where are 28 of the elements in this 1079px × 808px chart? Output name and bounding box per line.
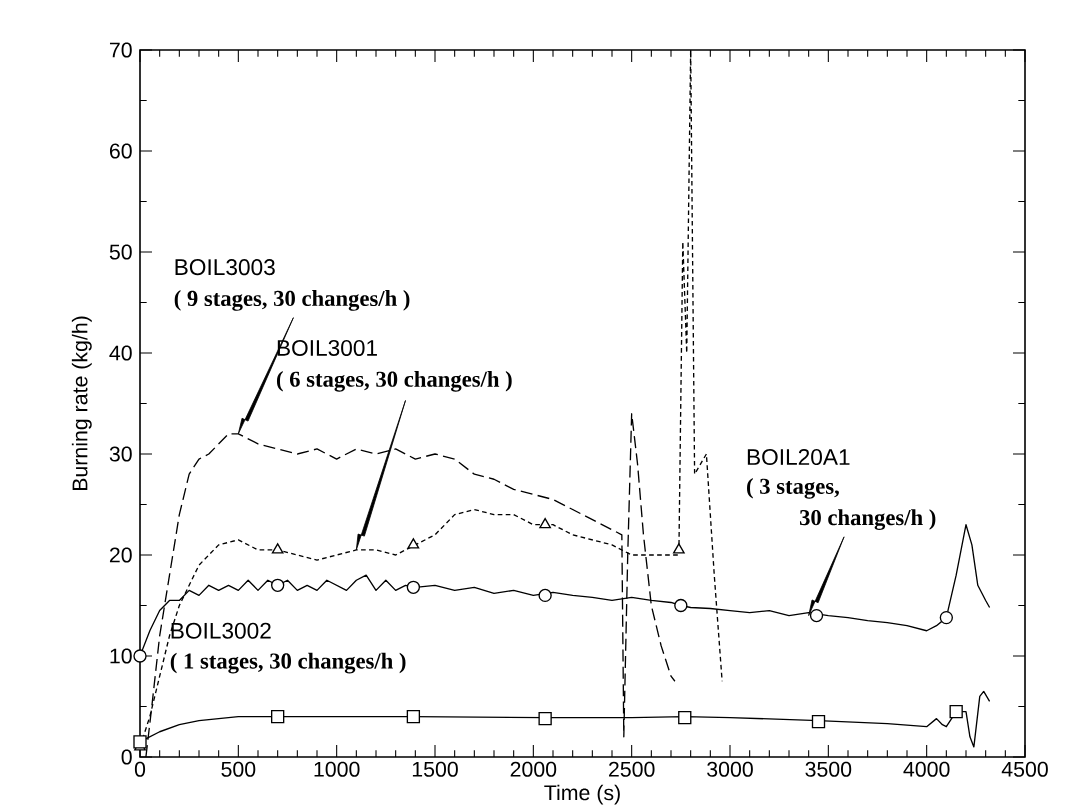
y-tick-label: 30 [109, 446, 132, 462]
y-tick-label: 20 [109, 547, 132, 563]
annotation: BOIL3002 [171, 622, 271, 639]
annotation: 30 changes/h ) [799, 509, 936, 531]
y-tick-label: 60 [109, 143, 132, 159]
annotation: ( 3 stages, [747, 477, 839, 499]
y-tick-label: 70 [109, 42, 132, 58]
x-tick-label: 0 [134, 761, 146, 777]
x-tick-label: 4000 [903, 761, 950, 777]
y-axis-title: Burning rate (kg/h) [71, 316, 92, 491]
y-tick-label: 40 [109, 345, 132, 361]
x-tick-label: 3000 [707, 761, 753, 777]
x-tick-label: 2500 [609, 761, 655, 777]
annotation: ( 6 stages, 30 changes/h ) [276, 370, 512, 392]
annotation: ( 9 stages, 30 changes/h ) [174, 290, 410, 311]
y-tick-label: 50 [109, 244, 132, 260]
x-tick-label: 1000 [314, 761, 360, 777]
y-tick-label: 0 [121, 749, 132, 765]
x-tick-label: 3500 [805, 761, 852, 777]
x-tick-label: 2000 [510, 761, 557, 777]
x-tick-label: 1500 [412, 761, 458, 777]
annotation: ( 1 stages, 30 changes/h ) [170, 652, 406, 674]
x-axis-title: Time (s) [544, 784, 620, 805]
y-tick-label: 10 [110, 648, 132, 664]
annotation: BOIL3003 [175, 259, 275, 276]
x-tick-label: 4500 [1001, 761, 1048, 777]
x-tick-label: 500 [221, 761, 256, 777]
annotation: BOIL20A1 [747, 449, 850, 466]
